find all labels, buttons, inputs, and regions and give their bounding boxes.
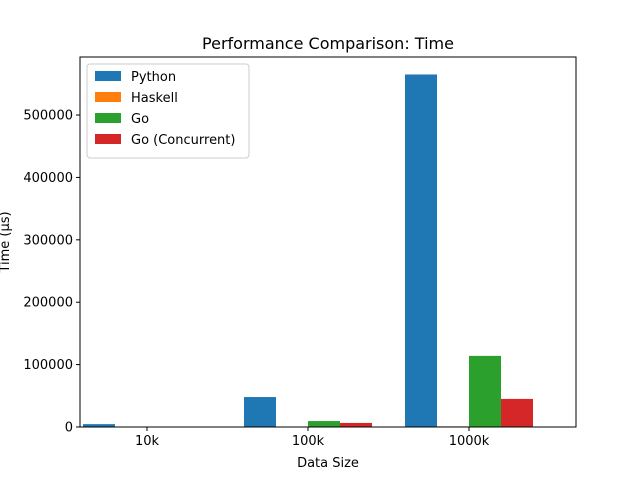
legend-swatch — [95, 71, 121, 81]
bar-go-1000k — [469, 355, 501, 427]
legend-swatch — [95, 113, 121, 123]
x-axis: 10k 100k 1000k — [135, 427, 490, 449]
legend-box — [86, 63, 250, 159]
legend-label: Haskell — [131, 91, 178, 106]
plot-frame — [79, 56, 577, 428]
y-tick-label: 500000 — [23, 109, 73, 124]
y-tick-label: 100000 — [23, 358, 73, 373]
legend-swatch — [95, 92, 121, 102]
bars-group — [83, 74, 533, 427]
bar-go-concurrent-1000k — [501, 398, 533, 427]
bar-python-1000k — [405, 74, 437, 427]
bar-python-10k — [83, 424, 115, 427]
y-tick-label: 300000 — [23, 233, 73, 248]
legend-label: Go — [131, 112, 149, 127]
bar-python-100k — [244, 397, 276, 427]
x-axis-label: Data Size — [297, 456, 359, 471]
legend-swatch — [95, 134, 121, 144]
legend-label: Go (Concurrent) — [131, 133, 235, 148]
bar-go-100k — [308, 421, 340, 427]
x-tick-label: 10k — [135, 434, 160, 449]
bar-go-concurrent-100k — [340, 422, 372, 427]
y-tick-label: 200000 — [23, 296, 73, 311]
legend-label: Python — [131, 70, 176, 85]
y-axis: 0 100000 200000 300000 400000 500000 — [23, 109, 80, 436]
x-tick-label: 1000k — [449, 434, 490, 449]
y-tick-label: 400000 — [23, 171, 73, 186]
y-tick-label: 0 — [65, 421, 73, 436]
x-tick-label: 100k — [292, 434, 325, 449]
legend: Python Haskell Go Go (Concurrent) — [86, 63, 250, 159]
y-axis-label: Time (µs) — [0, 211, 13, 273]
chart-title: Performance Comparison: Time — [202, 34, 454, 53]
